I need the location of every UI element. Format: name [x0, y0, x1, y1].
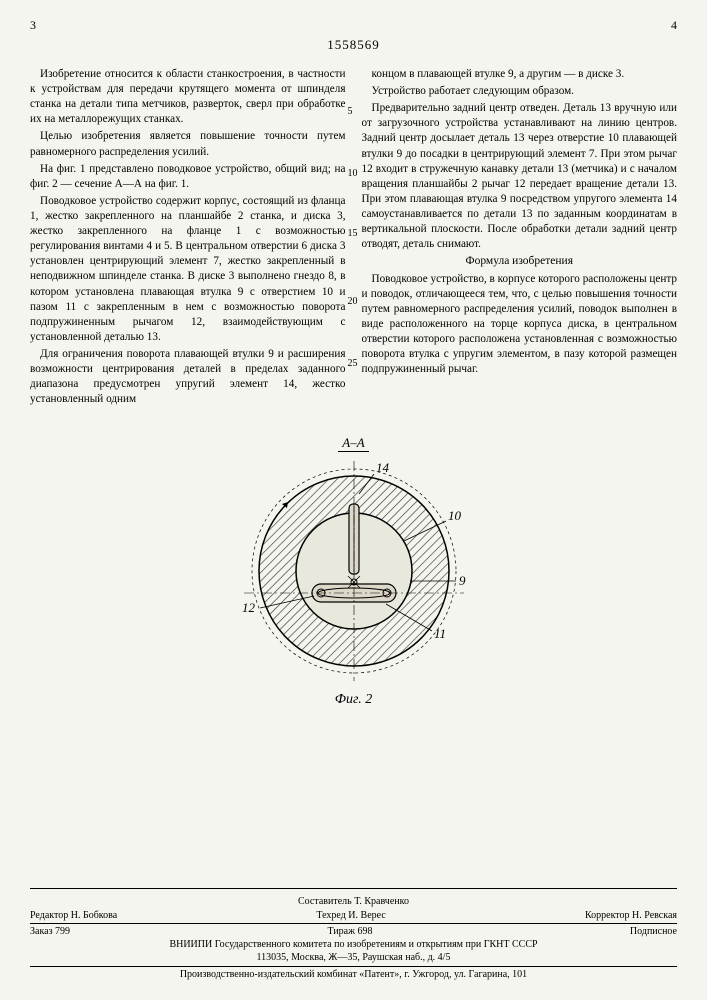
footer-org2: Производственно-издательский комбинат «П… — [30, 966, 677, 982]
para: Для ограничения поворота плавающей втулк… — [30, 347, 346, 407]
line-number: 25 — [348, 357, 358, 371]
footer-addr1: 113035, Москва, Ж—35, Раушская наб., д. … — [30, 952, 677, 965]
para: концом в плавающей втулке 9, а другим — … — [362, 67, 678, 82]
footer-tirage: Тираж 698 — [327, 926, 372, 937]
callout-11: 11 — [434, 626, 446, 641]
page-numbers: 3 4 — [30, 18, 677, 33]
callout-9: 9 — [459, 573, 466, 588]
footer-corrector: Корректор Н. Ревская — [585, 910, 677, 921]
line-number: 5 — [348, 105, 353, 119]
line-number: 15 — [348, 227, 358, 241]
para: Поводковое устройство содержит корпус, с… — [30, 194, 346, 345]
figure-2: А–А — [30, 434, 677, 708]
callout-10: 10 — [448, 508, 462, 523]
para: Предварительно задний центр отведен. Дет… — [362, 101, 678, 252]
left-column: Изобретение относится к области станко­с… — [30, 67, 346, 409]
para: Целью изобретения является повышение точ… — [30, 129, 346, 159]
page-number-right: 4 — [671, 18, 677, 33]
line-number: 20 — [348, 295, 358, 309]
footer-tech: Техред И. Верес — [316, 910, 385, 921]
formula-title: Формула изобретения — [362, 254, 678, 270]
text-columns: Изобретение относится к области станко­с… — [30, 67, 677, 409]
right-column: 5 10 15 20 25 концом в плавающей втулке … — [362, 67, 678, 409]
footer-block: Составитель Т. Кравченко Редактор Н. Боб… — [30, 888, 677, 982]
section-label: А–А — [338, 435, 368, 452]
para: Изобретение относится к области станко­с… — [30, 67, 346, 127]
footer-editor: Редактор Н. Бобкова — [30, 910, 117, 921]
line-number: 10 — [348, 167, 358, 181]
callout-14: 14 — [376, 460, 390, 475]
footer-subscription: Подписное — [630, 926, 677, 937]
figure-svg: 14 10 9 11 12 — [224, 456, 484, 686]
footer-compiler: Составитель Т. Кравченко — [30, 896, 677, 909]
callout-12: 12 — [242, 600, 256, 615]
patent-number: 1558569 — [30, 37, 677, 53]
para: Поводковое устройство, в корпусе кото­ро… — [362, 272, 678, 378]
page-number-left: 3 — [30, 18, 36, 33]
para: На фиг. 1 представлено поводковое ус­тро… — [30, 162, 346, 192]
para: Устройство работает следующим образом. — [362, 84, 678, 99]
figure-caption: Фиг. 2 — [30, 692, 677, 708]
footer-order: Заказ 799 — [30, 926, 70, 937]
footer-org1: ВНИИПИ Государственного комитета по изоб… — [30, 939, 677, 952]
